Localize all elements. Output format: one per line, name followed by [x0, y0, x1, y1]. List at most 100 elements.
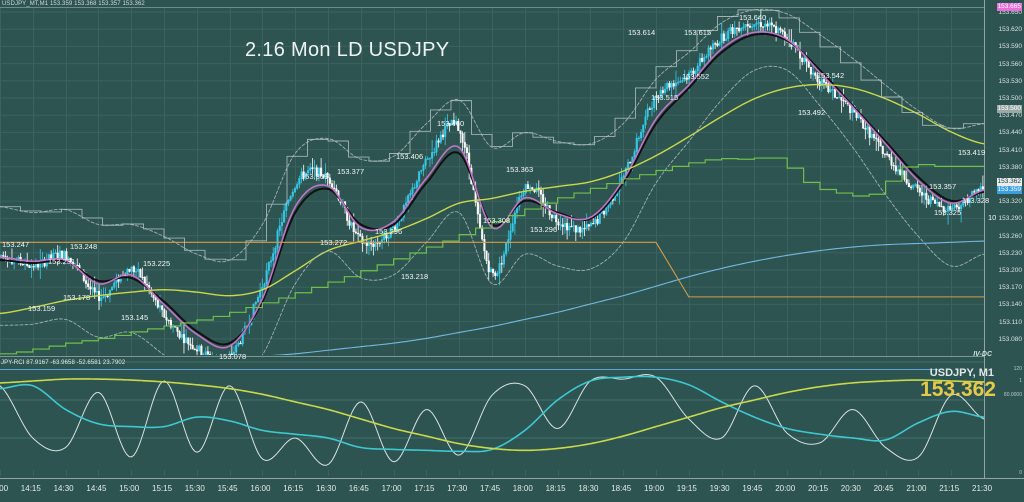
page-title: 2.16 Mon LD USDJPY — [245, 39, 450, 61]
price-annotation: 153.492 — [798, 108, 826, 117]
price-tag: 153.665 — [996, 3, 1022, 11]
time-axis-label: 17:45 — [480, 484, 501, 493]
price-annotation: 153.178 — [63, 293, 91, 302]
price-annotation: 153.159 — [28, 304, 56, 313]
rci-header: JPY-RCI 87.9167 -63.9658 -52.6581 23.790… — [1, 360, 126, 366]
price-tag: 153.359 — [996, 186, 1022, 194]
price-annotation: 153.248 — [70, 242, 98, 251]
price-axis-label: 153.110 — [998, 318, 1022, 326]
price-annotation: 153.145 — [121, 313, 149, 322]
time-axis-label: 17:00 — [381, 484, 402, 493]
time-axis-label: 16:45 — [348, 484, 369, 493]
time-axis-label: 20:00 — [775, 484, 796, 493]
time-axis-label: 16:00 — [250, 484, 271, 493]
time-axis-label: 18:15 — [545, 484, 566, 493]
time-axis-label: 21:15 — [939, 484, 960, 493]
rci-scale-label: 1 — [1019, 378, 1022, 384]
time-axis-label: 14:00 — [0, 484, 9, 493]
price-axis-label: 153.470 — [998, 112, 1023, 120]
price-annotation: 153.419 — [958, 148, 986, 157]
price-annotation: 153.272 — [320, 238, 348, 247]
price-tag: 153.362 — [996, 178, 1022, 186]
price-axis-label: 153.590 — [998, 43, 1023, 51]
time-axis-label: 19:45 — [742, 484, 763, 493]
price-axis-label: 153.410 — [998, 146, 1023, 154]
rci-pane — [0, 358, 984, 470]
price-annotation: 153.377 — [337, 167, 365, 176]
price-annotation: 153.247 — [2, 240, 30, 249]
price-annotation: 153.542 — [817, 71, 845, 80]
price-axis-label: 153.140 — [998, 301, 1023, 309]
indicator-overlays — [0, 8, 984, 355]
price-axis-label: 153.170 — [998, 284, 1023, 292]
price-annotation: 153.231 — [48, 257, 76, 266]
rci-scale-label: 80.0000 — [1003, 392, 1022, 398]
price-annotation: 153.363 — [506, 165, 534, 174]
rci-scale-label: 120 — [1013, 366, 1022, 372]
time-axis-label: 18:30 — [578, 484, 599, 493]
price-axis-label: 153.380 — [998, 163, 1023, 171]
price-annotation: 153.614 — [628, 28, 656, 37]
price-annotation: 153.460 — [437, 119, 465, 128]
price-pane — [0, 8, 984, 355]
time-axis-label: 17:30 — [447, 484, 468, 493]
time-axis-label: 19:15 — [676, 484, 697, 493]
time-axis-label: 20:15 — [808, 484, 829, 493]
price-axis-label: 153.620 — [998, 26, 1023, 34]
price-annotation: 153.328 — [962, 196, 990, 205]
time-axis-label: 14:30 — [53, 484, 74, 493]
price-annotation: 153.640 — [739, 13, 767, 22]
time-axis-label: 15:45 — [217, 484, 238, 493]
price-axis-label: 153.320 — [998, 198, 1023, 206]
time-axis-label: 19:00 — [644, 484, 665, 493]
time-axis-label: 19:30 — [709, 484, 730, 493]
time-axis-label: 18:45 — [611, 484, 632, 493]
time-axis-label: 14:15 — [20, 484, 41, 493]
time-axis-label: 16:15 — [283, 484, 304, 493]
price-axis-label: 153.560 — [998, 60, 1023, 68]
time-axis-label: 20:45 — [873, 484, 894, 493]
rci-scale-label: 0 — [1019, 470, 1022, 476]
rci-series — [0, 358, 984, 470]
price-annotation: 153.308 — [483, 216, 511, 225]
price-axis-label: 153.290 — [998, 215, 1023, 223]
price-annotation: 153.218 — [401, 272, 429, 281]
watermark-symbol: USDJPY, M1 — [929, 367, 994, 379]
price-axis-label: 153.530 — [998, 77, 1023, 85]
price-annotation: 153.225 — [143, 259, 171, 268]
price-axis-label: 153.500 — [998, 95, 1023, 102]
price-axis-label: 153.080 — [998, 335, 1023, 343]
price-axis-label: 153.650 — [998, 9, 1023, 16]
time-axis-label: 15:30 — [184, 484, 205, 493]
price-axis-label: 153.230 — [998, 249, 1023, 257]
time-axis-label: 18:00 — [512, 484, 533, 493]
price-annotation: 153.296 — [530, 225, 558, 234]
price-axis-label: 153.200 — [998, 267, 1023, 274]
price-axis-label: 153.440 — [998, 129, 1023, 137]
price-annotation: 153.325 — [934, 208, 962, 217]
price-annotation: 153.078 — [219, 352, 247, 361]
time-axis-label: 21:00 — [906, 484, 927, 493]
time-axis-label: 14:45 — [86, 484, 107, 493]
price-annotation: 153.515 — [651, 93, 679, 102]
iv-dc-label: IV-DC — [973, 351, 992, 358]
symbol-header: USDJPY_MT,M1 153.359 153.368 153.357 153… — [2, 1, 145, 7]
watermark-price: 153.362 — [920, 378, 996, 401]
price-annotation: 153.552 — [682, 72, 710, 81]
time-axis-label: 20:30 — [840, 484, 861, 493]
time-axis-label: 21:30 — [972, 484, 993, 493]
time-axis-label: 17:15 — [414, 484, 435, 493]
price-annotation: 153.357 — [929, 182, 957, 191]
price-annotation: 153.406 — [396, 152, 424, 161]
time-axis-label: 15:15 — [152, 484, 173, 493]
price-annotation: 153.615 — [684, 28, 712, 37]
price-axis-label: 153.260 — [998, 232, 1023, 240]
price-annotation: 153.369 — [301, 172, 329, 181]
price-tag: 153.500 — [996, 105, 1022, 113]
time-axis-label: 16:30 — [316, 484, 337, 493]
price-annotation: 153.296 — [375, 227, 403, 236]
price-annotation: 10 — [988, 213, 997, 222]
time-axis-label: 15:00 — [119, 484, 140, 493]
